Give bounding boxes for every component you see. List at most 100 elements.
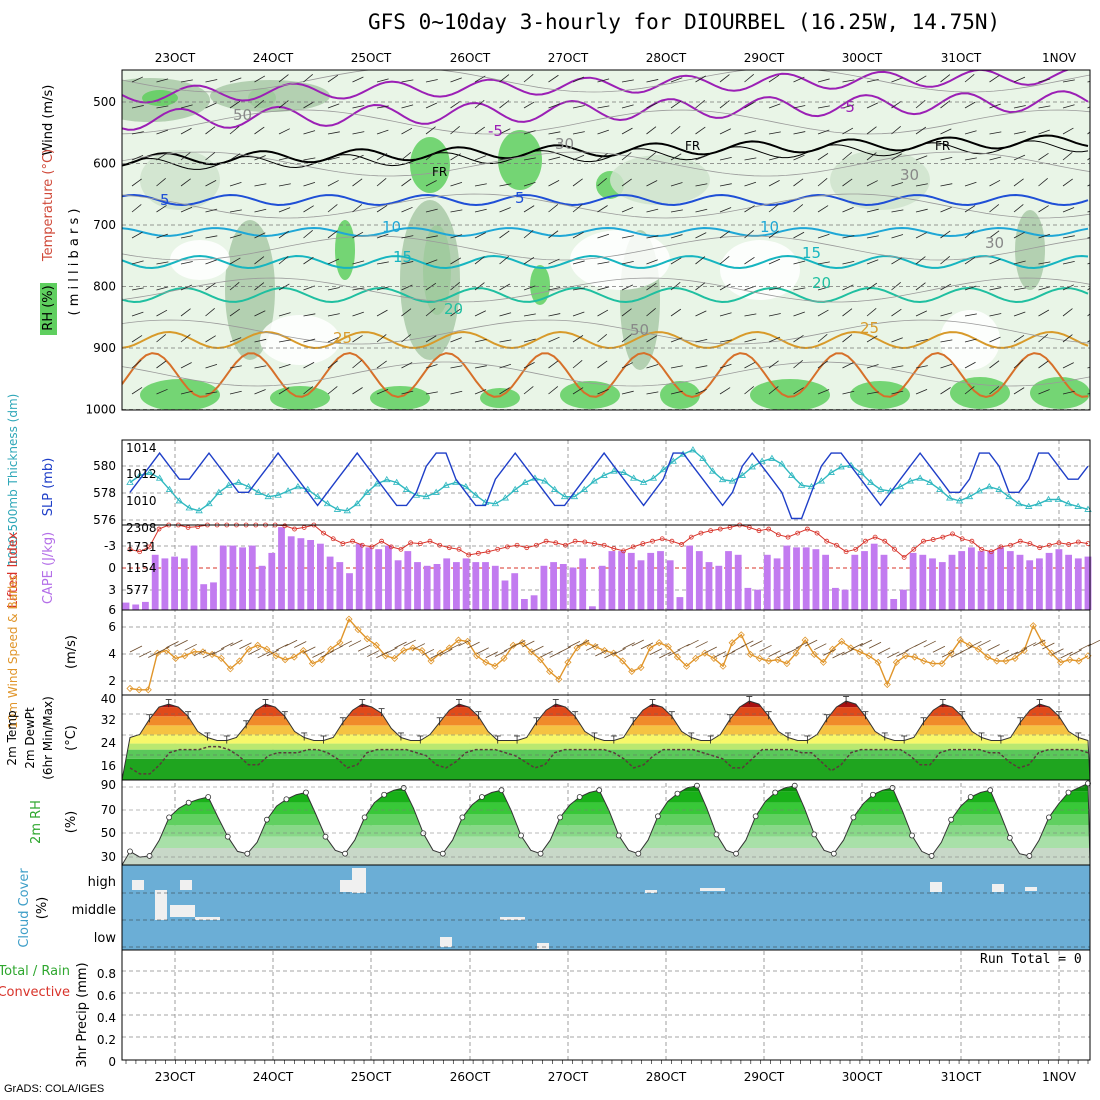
rh-point xyxy=(205,794,212,800)
wind-speed-point xyxy=(308,660,317,668)
wind-barb xyxy=(1062,308,1073,317)
cape-bar xyxy=(317,543,324,610)
lifted-index-point xyxy=(592,541,597,547)
wind-barb xyxy=(376,129,389,135)
wind-barb xyxy=(793,105,806,109)
cape-bar xyxy=(666,560,674,610)
rh-tick: 90 xyxy=(101,778,116,792)
contour-label: FR xyxy=(935,139,950,153)
rh-shading xyxy=(530,265,550,305)
contour-label: 25 xyxy=(860,319,879,337)
thickness-point xyxy=(738,471,747,478)
wind-barb xyxy=(719,156,732,161)
contour-label: 30 xyxy=(900,166,919,184)
cape-bar xyxy=(948,554,956,610)
wind-barb xyxy=(964,205,976,213)
wind-speed-point xyxy=(473,652,481,660)
wind-barb xyxy=(597,205,608,213)
lifted-index-point xyxy=(950,531,955,537)
rh-shading xyxy=(610,155,710,205)
wind-barb xyxy=(327,336,340,343)
wind-barb xyxy=(352,105,365,109)
thickness-point xyxy=(343,507,351,514)
thickness-point xyxy=(254,488,263,495)
surface-wind-barb xyxy=(248,648,261,655)
wind-speed-point xyxy=(491,662,499,670)
wind-barb xyxy=(254,338,267,343)
rh-shading xyxy=(570,230,670,290)
wind-barb xyxy=(376,309,388,317)
wind-speed-point xyxy=(1029,622,1037,630)
surface-wind-barb xyxy=(1078,643,1092,651)
rh-shading xyxy=(370,386,430,410)
thickness-point xyxy=(580,485,589,492)
thickness-axis-label: 1000-500mb Thickness (dm) xyxy=(6,394,20,567)
wind-barb xyxy=(156,261,169,265)
cape-bar xyxy=(375,549,383,610)
surface-wind-barb xyxy=(576,639,590,647)
wind-barb xyxy=(523,101,535,109)
rh-point xyxy=(635,850,642,857)
lifted-index-point xyxy=(775,532,781,538)
wind-barb xyxy=(156,309,168,317)
wind-barb xyxy=(254,232,266,239)
wind-barb xyxy=(425,259,438,265)
rh-point xyxy=(654,813,661,820)
surface-wind-barb xyxy=(722,650,736,658)
cloud-axis-label: Cloud Cover xyxy=(17,868,32,948)
wind-barb xyxy=(964,130,977,135)
wind-barb xyxy=(866,79,879,83)
rh-point xyxy=(811,831,818,838)
date-label-top: 24OCT xyxy=(253,51,294,65)
date-label-bottom: 26OCT xyxy=(450,1070,491,1084)
cape-bar xyxy=(783,545,791,610)
wind-barb xyxy=(989,386,1000,395)
wind-barb xyxy=(1087,366,1090,369)
thickness-point xyxy=(146,468,154,475)
cape-bar xyxy=(511,573,519,610)
wind-barb xyxy=(768,258,781,265)
wind-barb xyxy=(572,76,585,83)
wind-barb xyxy=(425,152,436,161)
wind-barb xyxy=(499,363,512,369)
wind-barb xyxy=(915,75,927,83)
surface-wind-barb xyxy=(266,649,280,657)
slp-right-tick: 1014 xyxy=(126,441,157,455)
wind-barb xyxy=(768,179,780,187)
wind-barb xyxy=(597,177,607,187)
wind-speed-point xyxy=(381,652,390,660)
wind-barb xyxy=(646,259,658,265)
lifted-index-point xyxy=(563,542,568,548)
rh-point xyxy=(967,794,974,800)
wind-barb xyxy=(621,206,634,213)
wind-barb xyxy=(695,183,708,187)
thickness-point xyxy=(442,481,450,488)
wind-barb xyxy=(327,360,338,369)
cape-bar xyxy=(725,551,732,610)
wind-speed-point xyxy=(509,641,517,649)
lifted-index-point xyxy=(863,538,868,544)
wind-barb xyxy=(425,126,436,135)
wind-barb xyxy=(1038,205,1049,213)
cape-bar xyxy=(909,552,917,610)
wind-barb xyxy=(254,183,267,187)
surface-wind-barb xyxy=(604,651,617,659)
lifted-index-point xyxy=(756,528,762,534)
wind-barb xyxy=(621,362,633,369)
wind-barb xyxy=(1038,129,1050,135)
wind-barb xyxy=(597,309,609,317)
wind-speed-point xyxy=(874,658,882,666)
wind-barb xyxy=(1062,152,1073,161)
wind-barb xyxy=(1062,334,1073,343)
wind-barb xyxy=(964,257,976,265)
wind-barb xyxy=(719,207,732,213)
wind-barb xyxy=(1087,184,1090,187)
wind-barb xyxy=(254,126,265,135)
wind-barb xyxy=(842,152,853,161)
wind-barb xyxy=(842,260,855,265)
surface-wind-barb xyxy=(795,641,809,649)
surface-wind-barb xyxy=(832,651,845,659)
wind-barb xyxy=(621,152,632,161)
wind-barb xyxy=(254,282,265,291)
pressure-level-label: 900 xyxy=(93,341,116,355)
